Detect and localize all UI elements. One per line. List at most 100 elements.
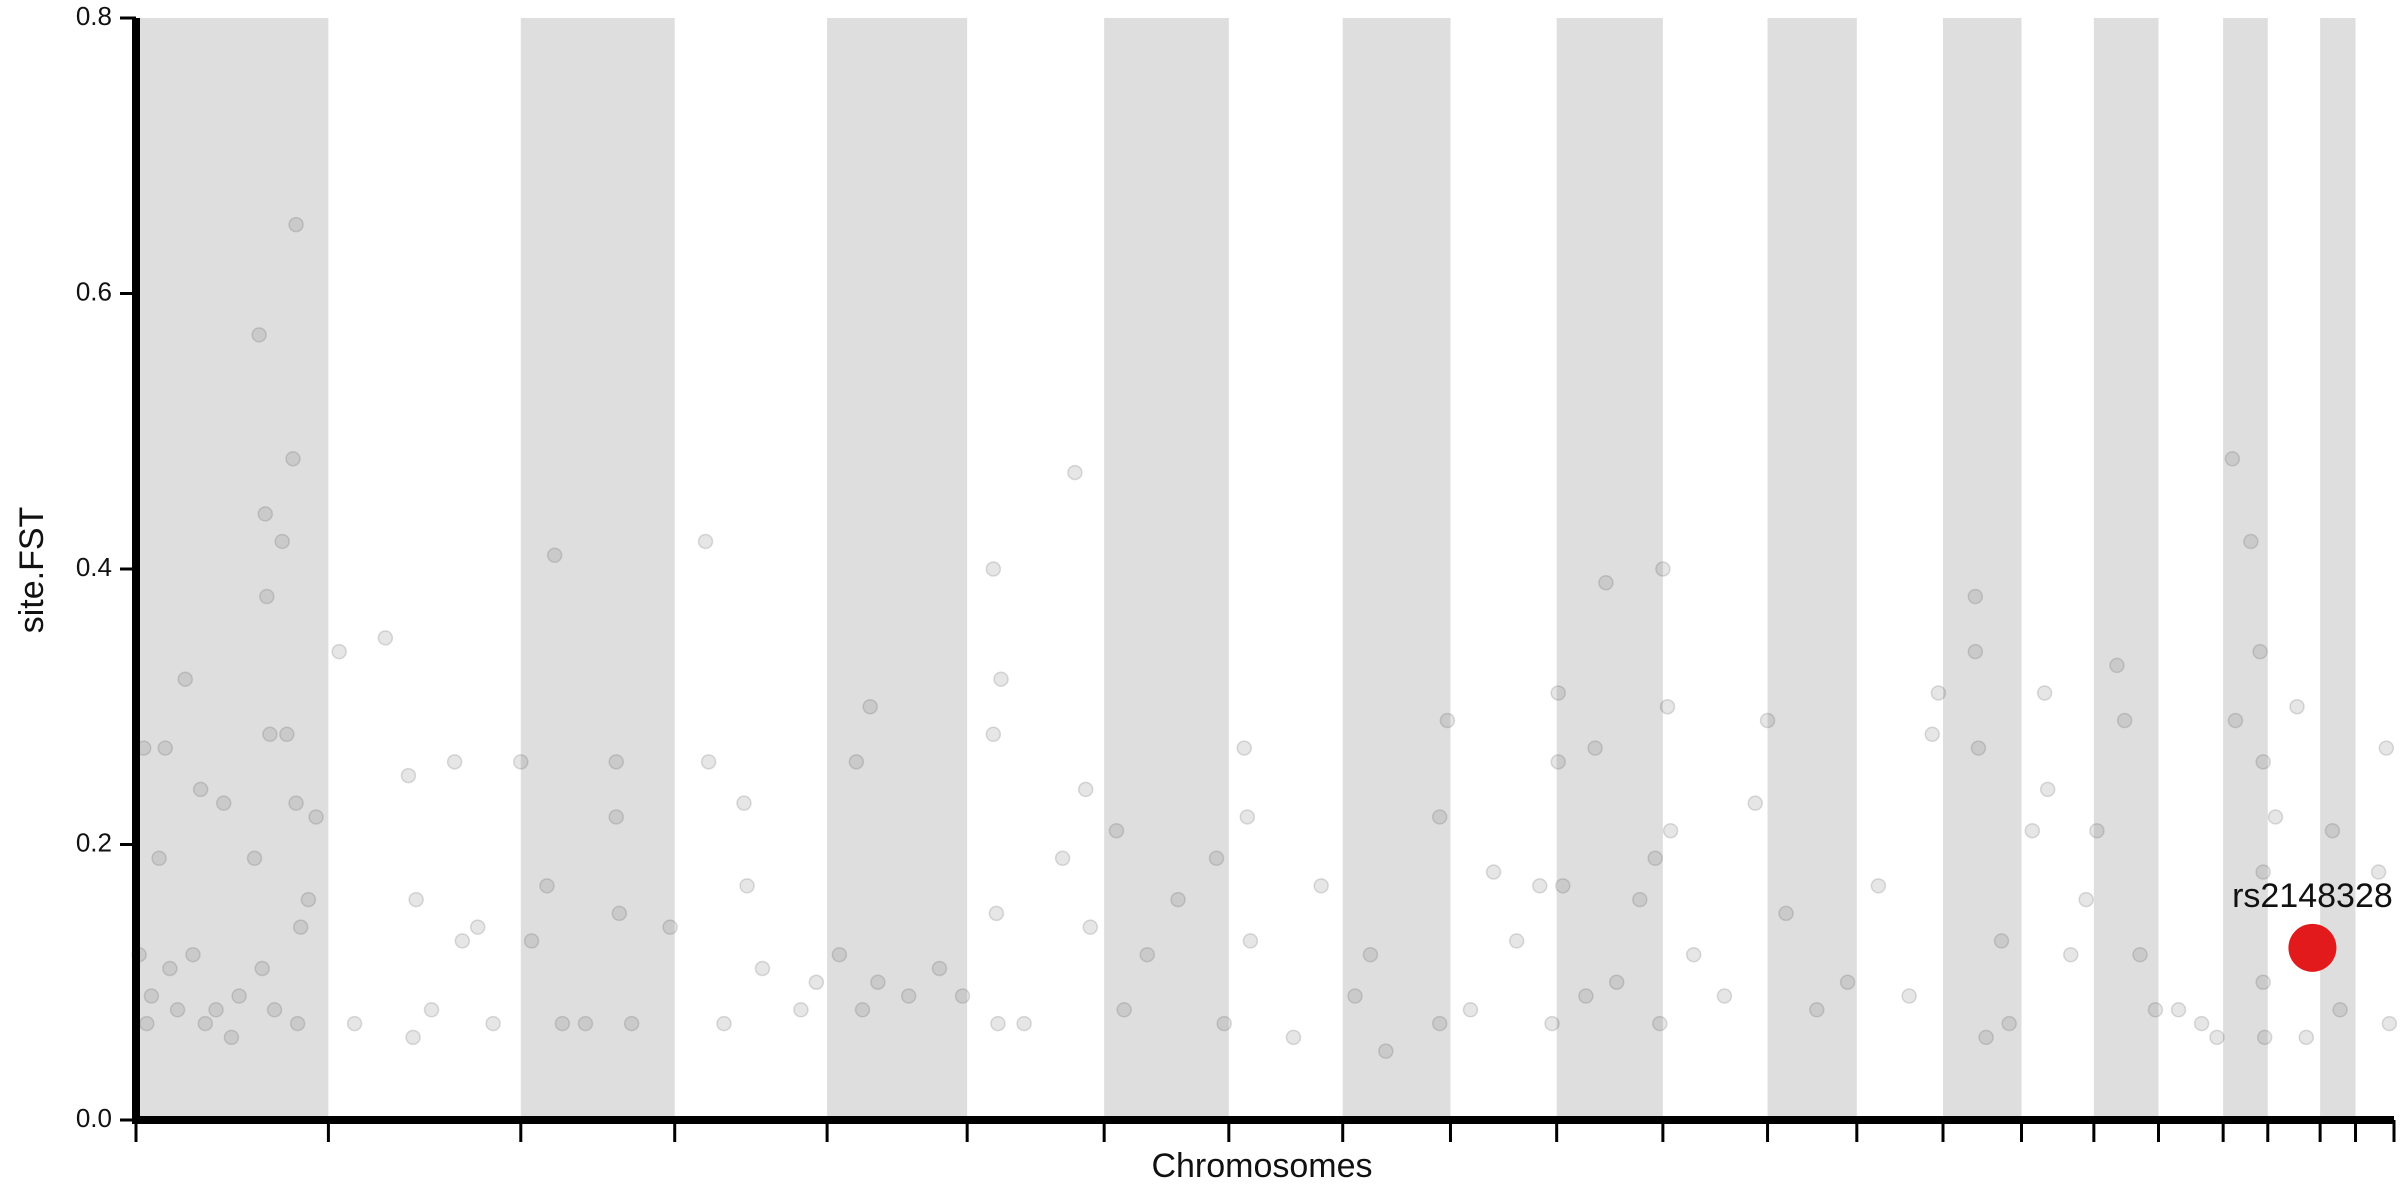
snp-point	[1242, 933, 1259, 949]
snp-point	[223, 1029, 240, 1046]
snp-point	[1116, 1002, 1132, 1018]
snp-point	[2147, 1002, 2164, 1018]
chromosome-band	[2093, 18, 2159, 1120]
snp-point	[1531, 878, 1548, 894]
snp-point	[1555, 878, 1571, 894]
snp-point	[716, 1015, 732, 1032]
snp-point	[1659, 699, 1676, 715]
chromosome-band	[827, 18, 968, 1120]
snp-point	[423, 1002, 440, 1018]
snp-point	[1685, 946, 1702, 963]
snp-point	[1652, 1015, 1668, 1032]
snp-point	[2089, 822, 2105, 839]
snp-point	[739, 878, 755, 894]
snp-point	[1077, 781, 1094, 798]
snp-point	[405, 1029, 421, 1046]
snp-point	[1313, 878, 1329, 894]
snp-point	[2193, 1015, 2210, 1032]
snp-point	[1930, 685, 1947, 701]
snp-point	[266, 1002, 283, 1018]
snp-point	[985, 561, 1002, 577]
snp-point	[2001, 1015, 2017, 1032]
snp-point	[554, 1015, 571, 1032]
snp-point	[2078, 891, 2094, 908]
snp-point	[1967, 643, 1984, 660]
snp-point	[2298, 1029, 2315, 1046]
snp-point	[993, 671, 1009, 687]
snp-point	[1139, 946, 1156, 963]
snp-point	[546, 547, 563, 563]
snp-point	[623, 1015, 640, 1032]
snp-point	[1378, 1043, 1394, 1059]
snp-point	[1809, 1002, 1825, 1018]
snp-point	[700, 754, 717, 770]
snp-point	[1508, 933, 1525, 949]
snp-point	[2252, 643, 2268, 660]
snp-point	[251, 327, 267, 343]
snp-point	[208, 1002, 224, 1018]
snp-point	[1236, 740, 1252, 756]
snp-point	[259, 588, 275, 605]
snp-point	[1544, 1015, 1560, 1032]
snp-point	[1439, 712, 1456, 729]
snp-point	[288, 216, 304, 233]
snp-point	[331, 643, 347, 660]
snp-point	[608, 754, 624, 770]
snp-point	[408, 891, 424, 908]
snp-point	[870, 974, 886, 990]
snp-point	[848, 754, 865, 770]
snp-point	[1778, 905, 1794, 922]
snp-point	[793, 1002, 809, 1018]
snp-point	[1598, 575, 1614, 591]
snp-point	[1924, 726, 1940, 743]
snp-point	[1839, 974, 1856, 990]
snp-point	[1016, 1015, 1032, 1032]
y-axis-label: site.FST	[13, 507, 51, 634]
snp-point	[257, 506, 274, 522]
snp-point	[1239, 809, 1256, 825]
snp-point	[143, 988, 160, 1004]
snp-point	[1870, 878, 1887, 894]
snp-point	[1967, 588, 1984, 605]
snp-point	[1082, 919, 1099, 935]
snp-point	[1993, 933, 2010, 949]
snp-point	[1431, 809, 1448, 825]
snp-point	[2132, 946, 2148, 963]
snp-point	[900, 988, 917, 1004]
snp-point	[2267, 809, 2284, 825]
snp-point	[2255, 974, 2271, 990]
snp-point	[1216, 1015, 1232, 1032]
chromosome-band	[520, 18, 675, 1120]
snp-point	[1662, 822, 1679, 839]
snp-point	[346, 1015, 363, 1032]
snp-point	[454, 933, 471, 949]
snp-point	[611, 905, 628, 922]
snp-point	[523, 933, 540, 949]
snp-point	[2063, 946, 2079, 963]
snp-point	[2255, 864, 2271, 880]
snp-point	[831, 946, 848, 963]
chromosome-band	[1342, 18, 1451, 1120]
snp-point	[1608, 974, 1625, 990]
snp-point	[539, 878, 555, 894]
snp-point	[1716, 988, 1733, 1004]
snp-point	[2039, 781, 2056, 798]
snp-point	[1578, 988, 1594, 1004]
snp-point	[1170, 891, 1186, 908]
snp-point	[1647, 850, 1663, 867]
snp-point	[808, 974, 825, 990]
snp-point	[1632, 891, 1648, 908]
snp-point	[2170, 1002, 2187, 1018]
snp-point	[279, 726, 295, 743]
y-tick-label: 0.4	[76, 552, 112, 582]
snp-point	[2109, 657, 2125, 674]
snp-point	[169, 1002, 186, 1018]
snp-point	[662, 919, 678, 935]
snp-point	[1347, 988, 1363, 1004]
snp-point	[285, 451, 301, 467]
chromosome-band	[1943, 18, 2022, 1120]
snp-point	[162, 960, 178, 977]
snp-point	[1747, 795, 1763, 811]
snp-point	[931, 960, 948, 977]
